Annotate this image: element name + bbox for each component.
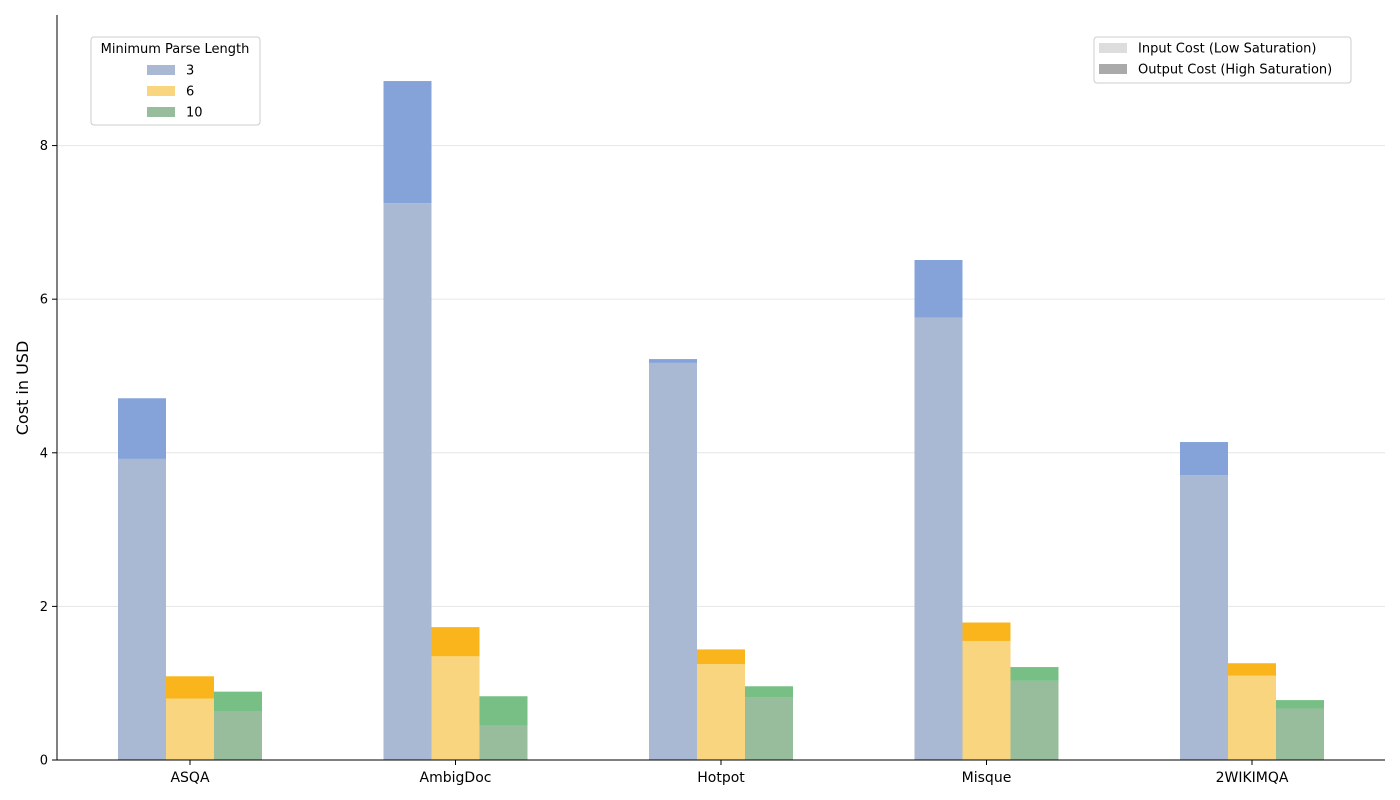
legend-cost: Input Cost (Low Saturation) Output Cost (…: [1093, 36, 1352, 84]
x-tick-label: 2WIKIMQA: [1216, 770, 1289, 786]
bar-output-cost: [962, 622, 1011, 641]
bar-input-cost: [214, 711, 262, 760]
x-tick-label: AmbigDoc: [420, 770, 492, 786]
x-tick-label: Misque: [962, 770, 1012, 786]
bar-input-cost: [697, 663, 745, 760]
bar-output-cost: [1228, 663, 1276, 676]
bar-output-cost: [479, 696, 528, 726]
legend-series: Minimum Parse Length 3 6 10: [90, 36, 261, 126]
legend-cost-frame: [1093, 36, 1352, 84]
legend-series-title: Minimum Parse Length: [101, 42, 250, 57]
legend-series-frame: [90, 36, 261, 126]
legend-cost-swatch: [1099, 43, 1127, 53]
y-tick-label: 4: [40, 446, 48, 461]
y-tick-label: 0: [40, 754, 48, 769]
bar-input-cost: [383, 203, 432, 760]
bar-input-cost: [118, 458, 166, 760]
bar-input-cost: [1180, 475, 1228, 760]
bar-input-cost: [914, 317, 963, 760]
bar-output-cost: [914, 260, 963, 318]
y-axis-title: Cost in USD: [13, 341, 32, 436]
bar-input-cost: [1228, 675, 1276, 760]
bar-output-cost: [1180, 442, 1228, 476]
y-tick-label: 8: [40, 139, 48, 154]
legend-cost-label: Input Cost (Low Saturation): [1138, 42, 1316, 57]
bar-input-cost: [1010, 680, 1059, 760]
bar-output-cost: [649, 359, 697, 363]
bar-output-cost: [1276, 700, 1324, 709]
bar-input-cost: [962, 640, 1011, 760]
bar-output-cost: [383, 81, 432, 204]
y-tick-label: 2: [40, 600, 48, 615]
legend-cost-swatch: [1099, 64, 1127, 74]
bar-output-cost: [214, 691, 262, 712]
x-tick-label: ASQA: [170, 770, 209, 786]
bars: [118, 81, 1324, 760]
bar-input-cost: [745, 697, 793, 760]
bar-output-cost: [166, 676, 214, 699]
y-tick-label: 6: [40, 293, 48, 308]
x-tick-label: Hotpot: [697, 770, 745, 786]
legend-series-swatch: [147, 107, 175, 117]
legend-series-swatch: [147, 65, 175, 75]
bar-output-cost: [697, 649, 745, 664]
legend-series-label: 3: [186, 64, 194, 79]
bar-output-cost: [1010, 667, 1059, 681]
x-ticks: ASQA AmbigDoc Hotpot Misque 2WIKIMQA: [170, 760, 1289, 786]
bar-input-cost: [166, 698, 214, 760]
legend-series-label: 6: [186, 85, 194, 100]
legend-series-label: 10: [186, 106, 203, 121]
legend-series-swatch: [147, 86, 175, 96]
bar-input-cost: [479, 725, 528, 760]
bar-output-cost: [745, 686, 793, 698]
bar-input-cost: [649, 362, 697, 760]
bar-input-cost: [431, 656, 480, 760]
y-ticks: 0 2 4 6 8: [40, 139, 57, 769]
grid-lines: [57, 145, 1385, 607]
bar-input-cost: [1276, 708, 1324, 760]
legend-cost-label: Output Cost (High Saturation): [1138, 63, 1332, 78]
bar-output-cost: [118, 398, 166, 459]
bar-output-cost: [431, 627, 480, 657]
